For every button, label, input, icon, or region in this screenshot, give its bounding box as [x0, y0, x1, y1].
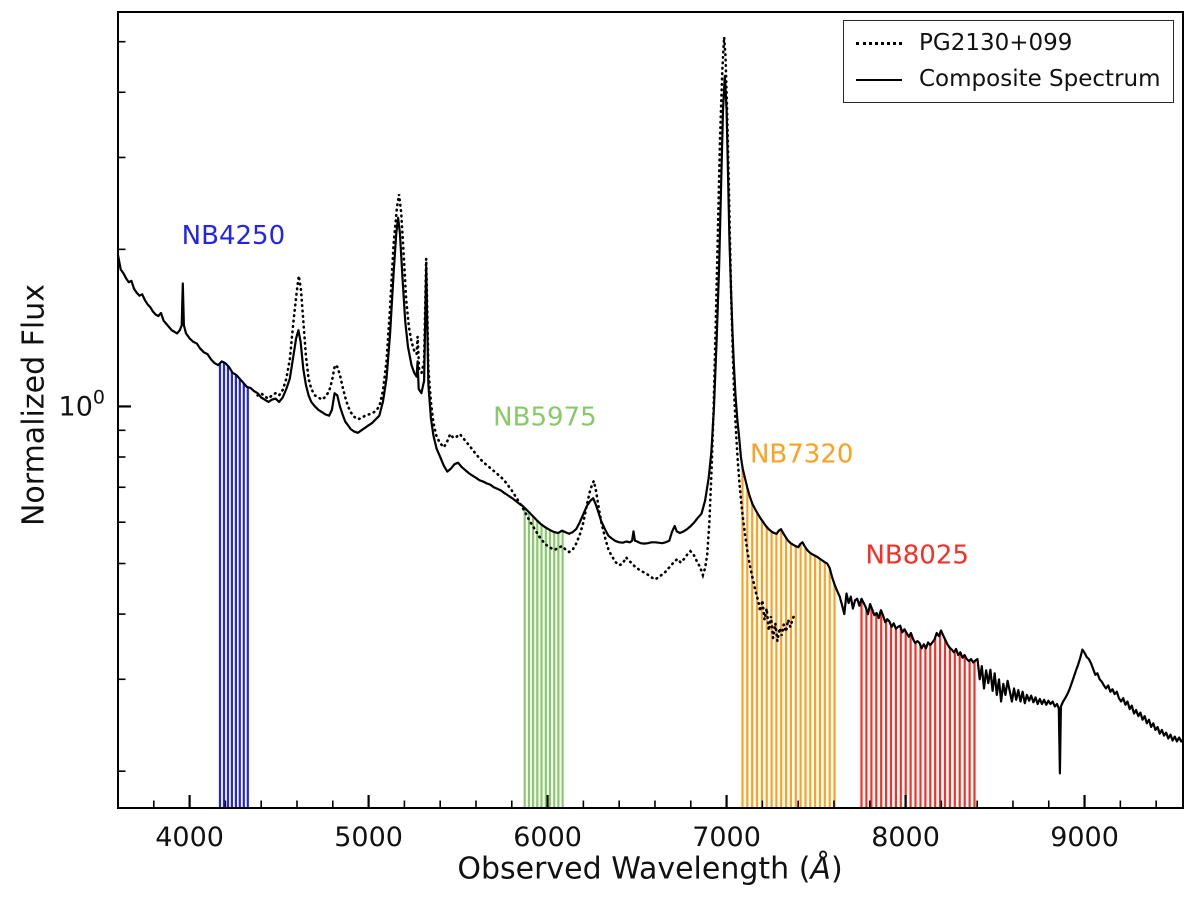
plot-area — [118, 37, 1183, 808]
solid-line-sample — [856, 78, 902, 81]
band-lines-NB8025 — [860, 598, 976, 808]
x-tick-label: 6000 — [513, 822, 582, 853]
x-tick-label: 5000 — [334, 822, 403, 853]
x-axis-label: Observed Wavelength (Å) — [457, 851, 843, 887]
y-axis-label: Normalized Flux — [16, 283, 52, 527]
x-tick-label: 8000 — [871, 822, 940, 853]
band-label-NB4250: NB4250 — [182, 221, 285, 251]
band-label-NB8025: NB8025 — [865, 541, 968, 571]
legend-label-pg2130: PG2130+099 — [919, 30, 1073, 56]
dotted-line-sample — [856, 42, 902, 45]
x-tick-label: 4000 — [155, 822, 224, 853]
x-tick-label: 7000 — [692, 822, 761, 853]
y-tick-label: 100 — [59, 386, 105, 422]
band-label-NB5975: NB5975 — [493, 402, 596, 432]
composite-spectrum-curve — [118, 74, 1183, 775]
x-tick-label: 9000 — [1050, 822, 1119, 853]
legend-item-composite: Composite Spectrum — [856, 66, 1161, 93]
band-lines-NB7320 — [741, 467, 836, 808]
legend-item-pg2130: PG2130+099 — [856, 30, 1161, 57]
pg2130-dotted-curve — [256, 37, 796, 642]
legend: PG2130+099 Composite Spectrum — [843, 20, 1174, 103]
legend-label-composite: Composite Spectrum — [919, 66, 1161, 92]
band-lines-NB4250 — [218, 362, 249, 808]
band-lines-NB5975 — [523, 507, 564, 808]
plot-frame — [117, 11, 1184, 809]
band-label-NB7320: NB7320 — [750, 440, 853, 470]
angstrom-symbol: Å — [810, 851, 831, 887]
